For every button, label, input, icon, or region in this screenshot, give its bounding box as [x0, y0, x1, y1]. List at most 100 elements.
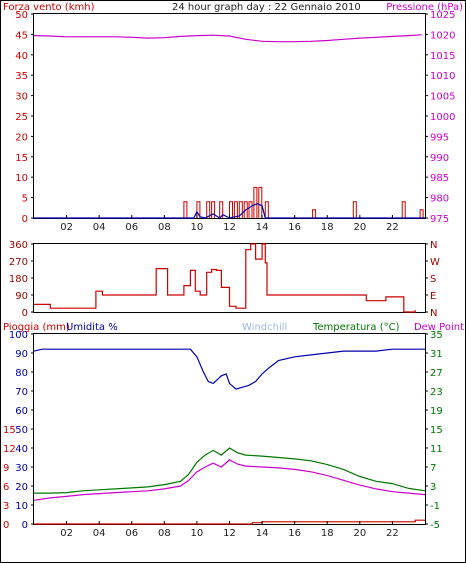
rain-tick-label: 15 — [3, 425, 16, 436]
wind-gust-bar — [264, 201, 269, 218]
wind-gust-bar — [219, 201, 224, 218]
wind-direction-degrees-tick-label: 90 — [15, 291, 28, 302]
wind-gust-bar — [401, 201, 406, 218]
rain-tick-label: 12 — [3, 444, 16, 455]
windchill-label: Windchill — [242, 322, 287, 333]
pressure-tick-label: 1010 — [430, 71, 455, 82]
humidity-tick-label: 90 — [15, 349, 28, 360]
temperature-tick-label: 23 — [430, 387, 443, 398]
wind-gust-bar — [258, 186, 263, 218]
humidity-tick-label: 10 — [15, 501, 28, 512]
humidity-tick-label: 50 — [15, 425, 28, 436]
wind-speed-tick-label: 35 — [15, 71, 28, 82]
x-tick-label: 08 — [158, 222, 171, 233]
x-tick-label: 10 — [191, 222, 204, 233]
humidity-tick-label: 80 — [15, 368, 28, 379]
temperature-axis-label: Temperatura (°C) — [312, 322, 400, 333]
rain-tick-label: 6 — [3, 482, 9, 493]
temperature-tick-label: 35 — [430, 330, 443, 341]
wind-direction-compass-tick-label: N — [430, 308, 437, 319]
wind-direction-degrees-tick-label: 0 — [22, 308, 28, 319]
x-tick-label: 18 — [321, 528, 334, 539]
x-tick-label: 04 — [93, 222, 106, 233]
x-tick-label: 20 — [353, 222, 366, 233]
x-tick-label: 04 — [93, 528, 106, 539]
humidity-tick-label: 100 — [9, 330, 28, 341]
pressure-axis-label: Pressione (hPa) — [386, 2, 463, 13]
x-tick-label: 22 — [386, 222, 399, 233]
pressure-tick-label: 995 — [430, 132, 449, 143]
wind-direction-degrees-tick-label: 180 — [9, 274, 28, 285]
pressure-tick-label: 1020 — [430, 30, 455, 41]
dewpoint-label: Dew Point — [414, 322, 464, 333]
wind-gust-bar — [183, 201, 188, 218]
x-tick-label: 06 — [125, 222, 138, 233]
wind-direction-compass-tick-label: E — [430, 291, 436, 302]
pressure-series-line — [33, 34, 422, 43]
x-tick-label: 02 — [60, 528, 73, 539]
wind-direction-compass-tick-label: W — [430, 257, 440, 268]
wind-speed-tick-label: 5 — [22, 194, 28, 205]
humidity-tick-label: 30 — [15, 463, 28, 474]
x-tick-label: 08 — [158, 528, 171, 539]
wind-gust-bar — [253, 186, 258, 218]
humidity-tick-label: 0 — [22, 520, 28, 531]
rain-series-line — [34, 519, 425, 525]
wind-direction-degrees-tick-label: 360 — [9, 240, 28, 251]
wind-gust-bar — [419, 209, 424, 218]
pressure-tick-label: 1025 — [430, 10, 455, 21]
wind-direction-series-line — [34, 243, 416, 313]
pressure-tick-label: 985 — [430, 173, 449, 184]
temperature-tick-label: 27 — [430, 368, 443, 379]
pressure-tick-label: 990 — [430, 153, 449, 164]
pressure-tick-label: 1015 — [430, 51, 455, 62]
wind-gust-bar — [229, 201, 233, 218]
x-tick-label: 12 — [223, 222, 236, 233]
wind-speed-tick-label: 10 — [15, 173, 28, 184]
wind-speed-series-line — [34, 203, 425, 219]
temperature-tick-label: -1 — [430, 501, 440, 512]
wind-speed-tick-label: 20 — [15, 132, 28, 143]
wind-direction-compass-tick-label: N — [430, 240, 437, 251]
wind-direction-degrees-tick-label: 270 — [9, 257, 28, 268]
wind-speed-tick-label: 50 — [15, 10, 28, 21]
wind-speed-tick-label: 15 — [15, 153, 28, 164]
x-tick-label: 14 — [256, 528, 269, 539]
humidity-series-line — [33, 348, 425, 390]
wind-gust-bar — [211, 201, 216, 218]
x-tick-label: 16 — [288, 222, 301, 233]
pressure-tick-label: 1005 — [430, 92, 455, 103]
wind-speed-tick-label: 0 — [22, 214, 28, 225]
wind-gust-bar — [312, 209, 317, 218]
x-tick-label: 06 — [125, 528, 138, 539]
pressure-tick-label: 980 — [430, 194, 449, 205]
x-tick-label: 10 — [191, 528, 204, 539]
humidity-tick-label: 40 — [15, 444, 28, 455]
wind-speed-tick-label: 45 — [15, 30, 28, 41]
temperature-tick-label: 11 — [430, 444, 443, 455]
wind-gust-bar — [238, 201, 243, 218]
wind-speed-tick-label: 25 — [15, 112, 28, 123]
wind-gust-bar — [196, 201, 201, 218]
x-tick-label: 18 — [321, 222, 334, 233]
pressure-tick-label: 975 — [430, 214, 449, 225]
wind-gust-bar — [243, 201, 248, 218]
chart-title: 24 hour graph day : 22 Gennaio 2010 — [172, 2, 361, 13]
temperature-tick-label: 7 — [430, 463, 436, 474]
temperature-tick-label: 31 — [430, 349, 443, 360]
wind-gust-bar — [206, 201, 211, 218]
rain-axis-label: Pioggia (mm) — [3, 322, 70, 333]
x-tick-label: 20 — [353, 528, 366, 539]
x-tick-label: 02 — [60, 222, 73, 233]
x-tick-label: 14 — [256, 222, 269, 233]
x-tick-label: 22 — [386, 528, 399, 539]
temperature-tick-label: -5 — [430, 520, 440, 531]
rain-tick-label: 0 — [3, 520, 9, 531]
wind-gust-bar — [233, 201, 238, 218]
temperature-tick-label: 15 — [430, 425, 443, 436]
rain-tick-label: 9 — [3, 463, 9, 474]
x-tick-label: 16 — [288, 528, 301, 539]
humidity-tick-label: 20 — [15, 482, 28, 493]
